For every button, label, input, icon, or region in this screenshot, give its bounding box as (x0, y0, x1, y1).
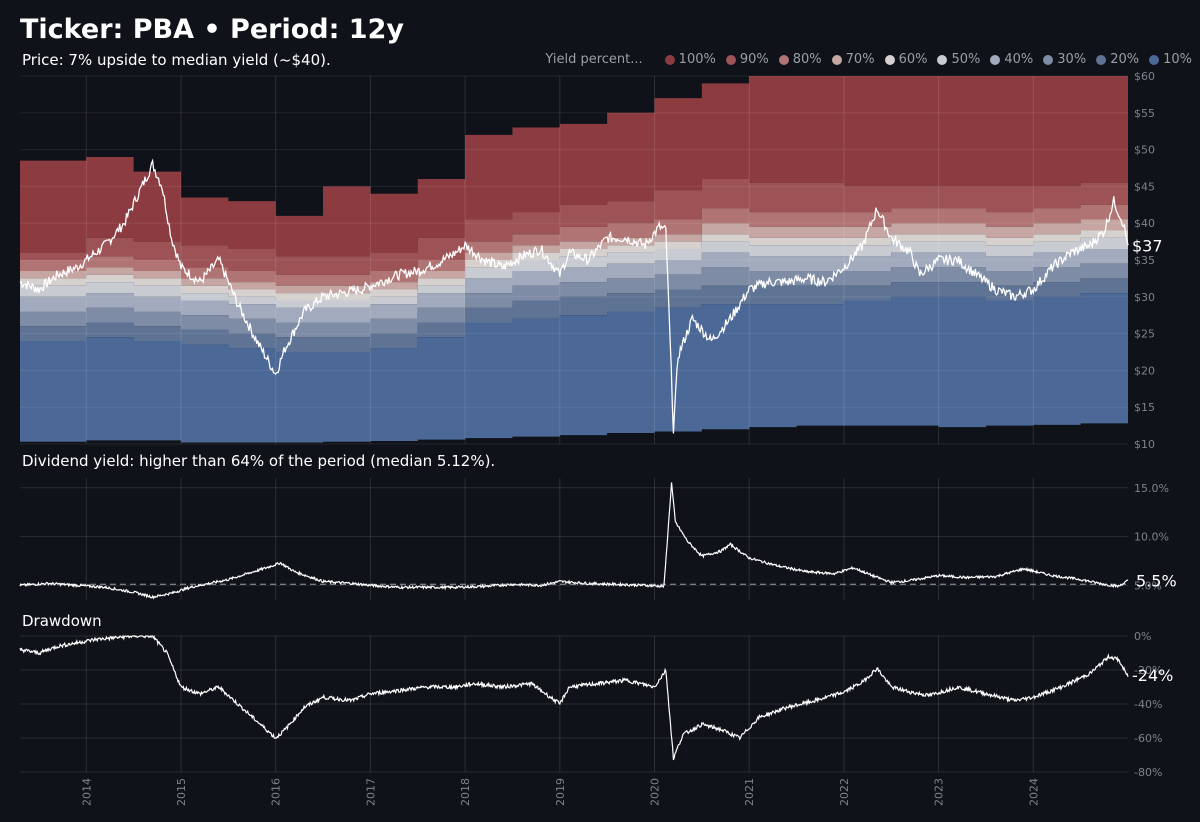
x-tick-label: 2024 (1027, 778, 1040, 806)
drawdown-y-tick: -40% (1134, 698, 1162, 711)
legend-swatch-icon (937, 54, 948, 65)
drawdown-y-tick: 0% (1134, 630, 1151, 643)
legend-item-10pct: 10% (1149, 52, 1192, 67)
x-tick-label: 2018 (459, 778, 472, 806)
x-tick-label: 2023 (933, 778, 946, 806)
price-y-tick: $45 (1134, 180, 1155, 193)
price-y-tick: $15 (1134, 401, 1155, 414)
x-tick-label: 2021 (743, 778, 756, 806)
drawdown-last-label: -24% (1132, 666, 1173, 685)
drawdown-y-tick: -20% (1134, 664, 1162, 677)
legend-label: 40% (1004, 52, 1034, 67)
yield-band-20pct (20, 274, 1128, 352)
legend-item-30pct: 30% (1043, 52, 1086, 67)
price-line (19, 158, 1129, 434)
price-y-tick: $10 (1134, 438, 1155, 451)
x-tick-label: 2020 (648, 778, 661, 806)
x-tick-label: 2022 (838, 778, 851, 806)
legend-label: 100% (678, 52, 716, 67)
price-y-tick: $40 (1134, 217, 1155, 230)
price-y-tick: $55 (1134, 107, 1155, 120)
legend-label: 80% (792, 52, 822, 67)
x-tick-label: 2019 (554, 778, 567, 806)
price-y-tick: $30 (1134, 291, 1155, 304)
yield-band-40pct (20, 248, 1128, 323)
drawdown-y-tick: -80% (1134, 766, 1162, 779)
price-y-tick: $50 (1134, 144, 1155, 157)
drawdown-label: Drawdown (22, 612, 102, 630)
price-last-label: $37 (1132, 236, 1163, 255)
legend-swatch-icon (990, 54, 1001, 65)
legend-item-50pct: 50% (937, 52, 980, 67)
price-y-tick: $35 (1134, 254, 1155, 267)
legend-item-90pct: 90% (725, 52, 769, 67)
legend-swatch-icon (1149, 54, 1160, 65)
legend-swatch-icon (1096, 54, 1107, 65)
drawdown-y-tick: -60% (1134, 732, 1162, 745)
legend-item-80pct: 80% (778, 52, 822, 67)
yield-last-label: 5.5% (1136, 571, 1177, 590)
yield-band-100pct (20, 76, 1128, 257)
legend-swatch-icon (725, 54, 736, 65)
yield-y-tick: 10.0% (1134, 531, 1169, 544)
legend-swatch-icon (831, 54, 842, 65)
legend-label: 60% (898, 52, 928, 67)
legend: Yield percent... 100% 90% 80% 70% 60% 50% 40% 3… (545, 52, 1192, 67)
legend-item-60pct: 60% (884, 52, 928, 67)
page-title: Ticker: PBA • Period: 12y (20, 14, 404, 45)
yield-note: Dividend yield: higher than 64% of the p… (22, 452, 496, 470)
drawdown-line (19, 634, 1129, 761)
price-note: Price: 7% upside to median yield (~$40). (22, 51, 331, 69)
x-tick-label: 2016 (270, 778, 283, 806)
legend-label: 20% (1110, 52, 1140, 67)
legend-label: 10% (1163, 52, 1192, 67)
legend-label: 50% (951, 52, 981, 67)
legend-title: Yield percent... (545, 52, 643, 67)
yield-band-10pct (20, 293, 1128, 443)
price-y-tick: $20 (1134, 364, 1155, 377)
price-y-tick: $25 (1134, 328, 1155, 341)
legend-label: 30% (1057, 52, 1087, 67)
yield-y-tick: 5.0% (1134, 579, 1162, 592)
yield-y-tick: 15.0% (1134, 482, 1169, 495)
legend-item-40pct: 40% (990, 52, 1033, 67)
yield-band-30pct (20, 260, 1128, 338)
yield-band-70pct (20, 215, 1128, 294)
legend-item-20pct: 20% (1096, 52, 1139, 67)
yield-band-80pct (20, 201, 1128, 286)
legend-swatch-icon (884, 54, 895, 65)
x-tick-label: 2014 (80, 778, 93, 806)
legend-label: 70% (845, 52, 875, 67)
x-tick-label: 2017 (364, 778, 377, 806)
legend-item-70pct: 70% (831, 52, 875, 67)
legend-swatch-icon (1043, 54, 1054, 65)
price-y-tick: $60 (1134, 70, 1155, 83)
legend-label: 90% (739, 52, 769, 67)
yield-line (19, 482, 1129, 600)
legend-swatch-icon (778, 54, 789, 65)
x-tick-label: 2015 (175, 778, 188, 806)
legend-swatch-icon (664, 54, 675, 65)
legend-item-100pct: 100% (664, 52, 716, 67)
